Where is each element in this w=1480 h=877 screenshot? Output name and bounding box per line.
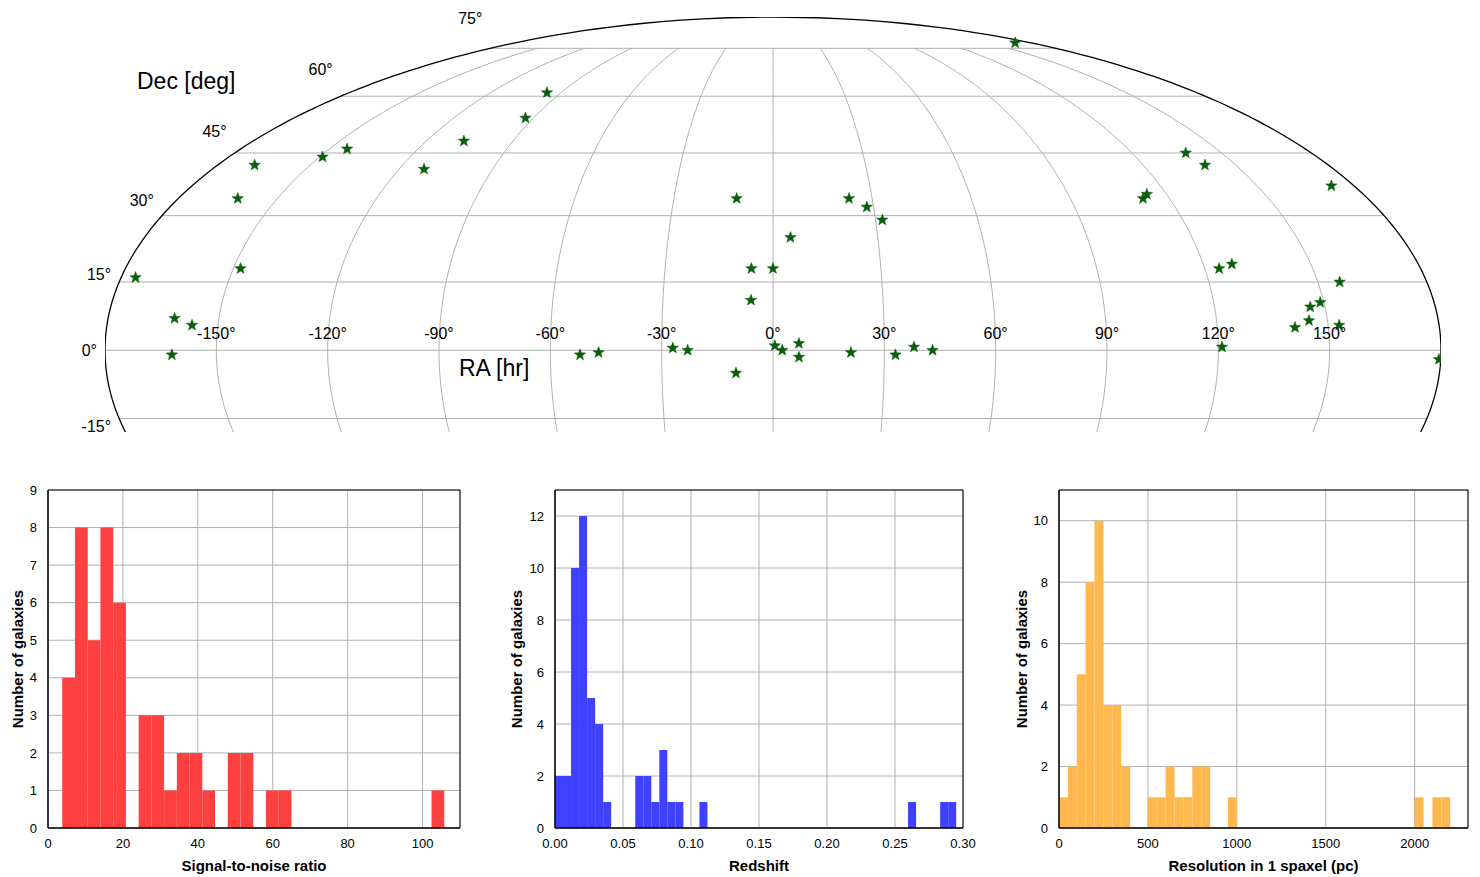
svg-text:90°: 90° bbox=[1095, 325, 1119, 342]
svg-text:2000: 2000 bbox=[1400, 836, 1429, 851]
svg-text:0.05: 0.05 bbox=[610, 836, 635, 851]
svg-text:0: 0 bbox=[1055, 836, 1062, 851]
svg-text:12: 12 bbox=[530, 509, 544, 524]
svg-text:75°: 75° bbox=[458, 10, 482, 27]
svg-text:60°: 60° bbox=[984, 325, 1008, 342]
svg-text:-15°: -15° bbox=[82, 418, 112, 432]
svg-text:6: 6 bbox=[1041, 636, 1048, 651]
svg-text:7: 7 bbox=[30, 558, 37, 573]
svg-text:0°: 0° bbox=[82, 342, 97, 359]
svg-text:5: 5 bbox=[30, 633, 37, 648]
svg-text:4: 4 bbox=[537, 717, 544, 732]
svg-text:Resolution in 1 spaxel (pc): Resolution in 1 spaxel (pc) bbox=[1168, 857, 1358, 874]
svg-text:60: 60 bbox=[265, 836, 279, 851]
svg-text:-150°: -150° bbox=[197, 325, 235, 342]
html-text:Number of galaxies: Number of galaxies bbox=[9, 589, 26, 729]
svg-text:0: 0 bbox=[30, 821, 37, 836]
svg-text:0: 0 bbox=[44, 836, 51, 851]
svg-text:0.30: 0.30 bbox=[950, 836, 975, 851]
svg-text:3: 3 bbox=[30, 708, 37, 723]
svg-text:20: 20 bbox=[116, 836, 130, 851]
svg-text:8: 8 bbox=[1041, 575, 1048, 590]
svg-text:Redshift: Redshift bbox=[729, 857, 789, 874]
svg-text:1500: 1500 bbox=[1311, 836, 1340, 851]
html-text:Dec [deg]: Dec [deg] bbox=[137, 68, 236, 94]
svg-text:-30°: -30° bbox=[647, 325, 677, 342]
svg-text:9: 9 bbox=[30, 483, 37, 498]
svg-text:8: 8 bbox=[537, 613, 544, 628]
svg-text:500: 500 bbox=[1137, 836, 1159, 851]
svg-text:0.15: 0.15 bbox=[746, 836, 771, 851]
svg-text:45°: 45° bbox=[202, 123, 226, 140]
svg-text:40: 40 bbox=[191, 836, 205, 851]
svg-text:4: 4 bbox=[1041, 698, 1048, 713]
svg-text:1000: 1000 bbox=[1222, 836, 1251, 851]
svg-text:80: 80 bbox=[340, 836, 354, 851]
svg-text:0: 0 bbox=[1041, 821, 1048, 836]
svg-text:0.20: 0.20 bbox=[814, 836, 839, 851]
svg-text:100: 100 bbox=[412, 836, 434, 851]
svg-text:4: 4 bbox=[30, 670, 37, 685]
svg-text:60°: 60° bbox=[309, 61, 333, 78]
svg-text:10: 10 bbox=[1034, 513, 1048, 528]
html-text:Number of galaxies: Number of galaxies bbox=[1013, 589, 1030, 729]
svg-text:0.10: 0.10 bbox=[678, 836, 703, 851]
svg-text:-120°: -120° bbox=[308, 325, 346, 342]
svg-text:8: 8 bbox=[30, 520, 37, 535]
svg-text:0: 0 bbox=[537, 821, 544, 836]
html-text:RA [hr]: RA [hr] bbox=[459, 355, 530, 381]
svg-text:0.00: 0.00 bbox=[542, 836, 567, 851]
svg-text:-60°: -60° bbox=[536, 325, 566, 342]
svg-text:1: 1 bbox=[30, 783, 37, 798]
svg-text:30°: 30° bbox=[130, 192, 154, 209]
svg-text:6: 6 bbox=[30, 595, 37, 610]
svg-text:15°: 15° bbox=[87, 266, 111, 283]
svg-text:10: 10 bbox=[530, 561, 544, 576]
svg-text:2: 2 bbox=[30, 746, 37, 761]
svg-text:120°: 120° bbox=[1202, 325, 1235, 342]
html-text:Number of galaxies: Number of galaxies bbox=[508, 589, 525, 729]
svg-text:0.25: 0.25 bbox=[882, 836, 907, 851]
svg-text:2: 2 bbox=[537, 769, 544, 784]
svg-text:30°: 30° bbox=[872, 325, 896, 342]
svg-text:-90°: -90° bbox=[424, 325, 454, 342]
svg-text:0°: 0° bbox=[765, 325, 780, 342]
svg-text:6: 6 bbox=[537, 665, 544, 680]
svg-text:2: 2 bbox=[1041, 759, 1048, 774]
svg-text:150°: 150° bbox=[1313, 325, 1346, 342]
svg-text:Signal-to-noise ratio: Signal-to-noise ratio bbox=[181, 857, 326, 874]
